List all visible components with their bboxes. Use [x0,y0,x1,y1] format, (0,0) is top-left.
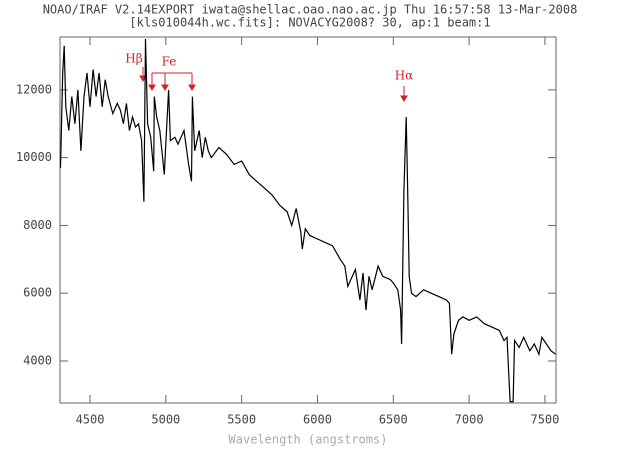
y-tick-label: 6000 [23,286,52,300]
spectrum-line [60,38,556,403]
x-tick-label: 5000 [151,413,180,427]
y-tick-label: 10000 [16,150,52,164]
x-tick-label: 6500 [379,413,408,427]
chart-subtitle: [kls010044h.wc.fits]: NOVACYG2008? 30, a… [129,16,490,30]
x-tick-label: 6000 [303,413,332,427]
y-tick-label: 4000 [23,353,52,367]
annotation-arrows [139,67,408,102]
x-axis-label: Wavelength (angstroms) [229,433,388,447]
annotation: Hα [395,69,414,83]
annotation: Fe [162,55,177,69]
x-tick-label: 4500 [76,413,105,427]
chart-title: NOAO/IRAF V2.14EXPORT iwata@shellac.oao.… [43,3,578,17]
annotation: Hβ [125,52,142,66]
y-tick-label: 12000 [16,82,52,96]
x-tick-label: 7500 [530,413,559,427]
y-tick-label: 8000 [23,218,52,232]
plot-frame [59,36,557,404]
x-tick-label: 7000 [455,413,484,427]
x-tick-label: 5500 [227,413,256,427]
